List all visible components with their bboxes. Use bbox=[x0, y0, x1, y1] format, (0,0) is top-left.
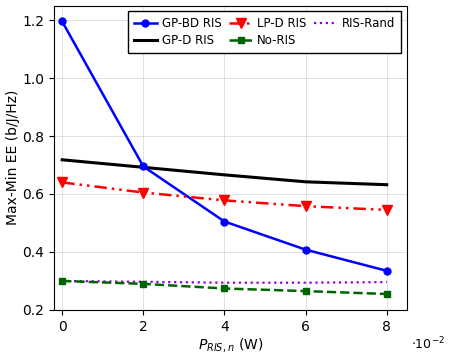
No-RIS bbox=[384, 292, 389, 296]
LP-D RIS bbox=[59, 180, 65, 185]
No-RIS bbox=[140, 282, 146, 286]
GP-BD RIS bbox=[384, 269, 389, 273]
No-RIS bbox=[59, 279, 65, 283]
GP-BD RIS bbox=[140, 164, 146, 168]
LP-D RIS bbox=[222, 198, 227, 203]
GP-BD RIS bbox=[222, 219, 227, 224]
Line: LP-D RIS: LP-D RIS bbox=[57, 177, 392, 215]
No-RIS bbox=[222, 286, 227, 291]
RIS-Rand bbox=[303, 280, 308, 285]
GP-BD RIS bbox=[59, 19, 65, 24]
GP-D RIS bbox=[384, 183, 389, 187]
Text: $\cdot10^{-2}$: $\cdot10^{-2}$ bbox=[410, 336, 445, 352]
GP-D RIS bbox=[222, 173, 227, 177]
LP-D RIS bbox=[384, 208, 389, 212]
LP-D RIS bbox=[140, 190, 146, 195]
Line: GP-BD RIS: GP-BD RIS bbox=[58, 18, 390, 274]
Legend: GP-BD RIS, GP-D RIS, LP-D RIS, No-RIS, RIS-Rand: GP-BD RIS, GP-D RIS, LP-D RIS, No-RIS, R… bbox=[128, 12, 401, 53]
RIS-Rand bbox=[384, 280, 389, 284]
RIS-Rand bbox=[222, 280, 227, 285]
GP-BD RIS bbox=[303, 247, 308, 252]
GP-D RIS bbox=[59, 158, 65, 162]
Line: RIS-Rand: RIS-Rand bbox=[62, 281, 387, 283]
GP-D RIS bbox=[140, 165, 146, 170]
Line: No-RIS: No-RIS bbox=[58, 278, 390, 297]
RIS-Rand bbox=[59, 279, 65, 283]
GP-D RIS bbox=[303, 180, 308, 184]
X-axis label: $P_{RIS,n}$ (W): $P_{RIS,n}$ (W) bbox=[198, 337, 263, 355]
No-RIS bbox=[303, 289, 308, 293]
RIS-Rand bbox=[140, 280, 146, 284]
Line: GP-D RIS: GP-D RIS bbox=[62, 160, 387, 185]
LP-D RIS bbox=[303, 204, 308, 208]
Y-axis label: Max-Min EE (b/J/Hz): Max-Min EE (b/J/Hz) bbox=[5, 90, 19, 225]
